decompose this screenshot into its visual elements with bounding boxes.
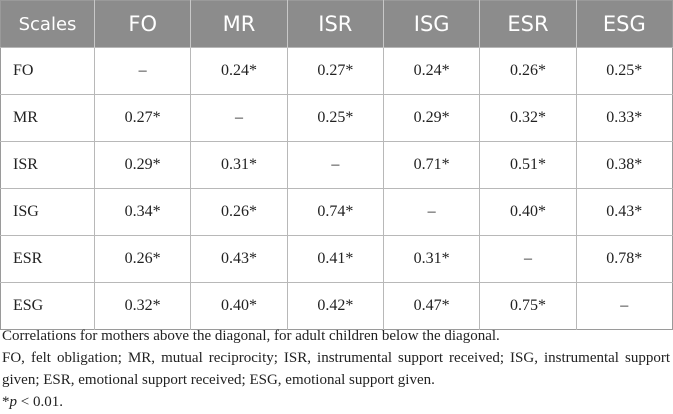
p-symbol: p <box>9 394 18 410</box>
table-row: ISR 0.29* 0.31* – 0.71* 0.51* 0.38* <box>0 141 673 189</box>
table-cell: – <box>94 47 192 95</box>
row-label: ESG <box>0 282 95 330</box>
column-header: ISR <box>287 0 384 48</box>
table-cell: 0.42* <box>287 282 384 330</box>
table-cell: 0.24* <box>383 47 481 95</box>
table-cell: 0.74* <box>287 188 384 236</box>
table-cell: – <box>383 188 481 236</box>
table-cell: 0.51* <box>479 141 577 189</box>
table-cell: 0.29* <box>383 94 481 142</box>
row-label: ISR <box>0 141 95 189</box>
row-label: FO <box>0 47 95 95</box>
table-cell: 0.47* <box>383 282 481 330</box>
table-cell: 0.26* <box>479 47 577 95</box>
table-cell: 0.31* <box>383 235 481 283</box>
column-header: Scales <box>0 0 95 48</box>
table-footnotes: Correlations for mothers above the diago… <box>2 325 670 413</box>
table-row: ESR 0.26* 0.43* 0.41* 0.31* – 0.78* <box>0 235 673 283</box>
correlation-table: Scales FO MR ISR ISG ESR ESG FO – 0.24* … <box>0 0 673 330</box>
table-cell: 0.71* <box>383 141 481 189</box>
table-row: MR 0.27* – 0.25* 0.29* 0.32* 0.33* <box>0 94 673 142</box>
row-label: MR <box>0 94 95 142</box>
footnote-diagonal: Correlations for mothers above the diago… <box>2 328 500 344</box>
table-cell: 0.43* <box>190 235 288 283</box>
table-cell: 0.41* <box>287 235 384 283</box>
table-cell: 0.27* <box>94 94 192 142</box>
table-cell: – <box>479 235 577 283</box>
table-cell: – <box>576 282 673 330</box>
column-header: ISG <box>383 0 481 48</box>
table-cell: 0.26* <box>190 188 288 236</box>
table-cell: 0.40* <box>479 188 577 236</box>
table-cell: 0.32* <box>479 94 577 142</box>
table-cell: 0.31* <box>190 141 288 189</box>
column-header: MR <box>190 0 288 48</box>
table-cell: 0.32* <box>94 282 192 330</box>
column-header: FO <box>94 0 192 48</box>
column-header: ESR <box>479 0 577 48</box>
row-label: ESR <box>0 235 95 283</box>
table-row: ESG 0.32* 0.40* 0.42* 0.47* 0.75* – <box>0 282 673 330</box>
table-cell: 0.75* <box>479 282 577 330</box>
row-label: ISG <box>0 188 95 236</box>
significance-star: * <box>2 394 10 410</box>
table-cell: 0.38* <box>576 141 673 189</box>
column-header: ESG <box>576 0 673 48</box>
footnote-significance: *p < 0.01. <box>2 391 670 413</box>
footnote-abbreviations: FO, felt obligation; MR, mutual reciproc… <box>2 350 670 388</box>
table-cell: 0.34* <box>94 188 192 236</box>
table-figure: Scales FO MR ISR ISG ESR ESG FO – 0.24* … <box>0 0 673 330</box>
significance-threshold: < 0.01. <box>17 394 63 410</box>
table-cell: 0.25* <box>287 94 384 142</box>
table-cell: 0.29* <box>94 141 192 189</box>
table-cell: 0.27* <box>287 47 384 95</box>
table-cell: 0.43* <box>576 188 673 236</box>
table-cell: – <box>287 141 384 189</box>
table-cell: – <box>190 94 288 142</box>
table-cell: 0.40* <box>190 282 288 330</box>
table-row: FO – 0.24* 0.27* 0.24* 0.26* 0.25* <box>0 47 673 95</box>
table-cell: 0.25* <box>576 47 673 95</box>
table-cell: 0.78* <box>576 235 673 283</box>
header-row: Scales FO MR ISR ISG ESR ESG <box>0 0 673 48</box>
table-row: ISG 0.34* 0.26* 0.74* – 0.40* 0.43* <box>0 188 673 236</box>
table-cell: 0.26* <box>94 235 192 283</box>
table-cell: 0.24* <box>190 47 288 95</box>
table-cell: 0.33* <box>576 94 673 142</box>
